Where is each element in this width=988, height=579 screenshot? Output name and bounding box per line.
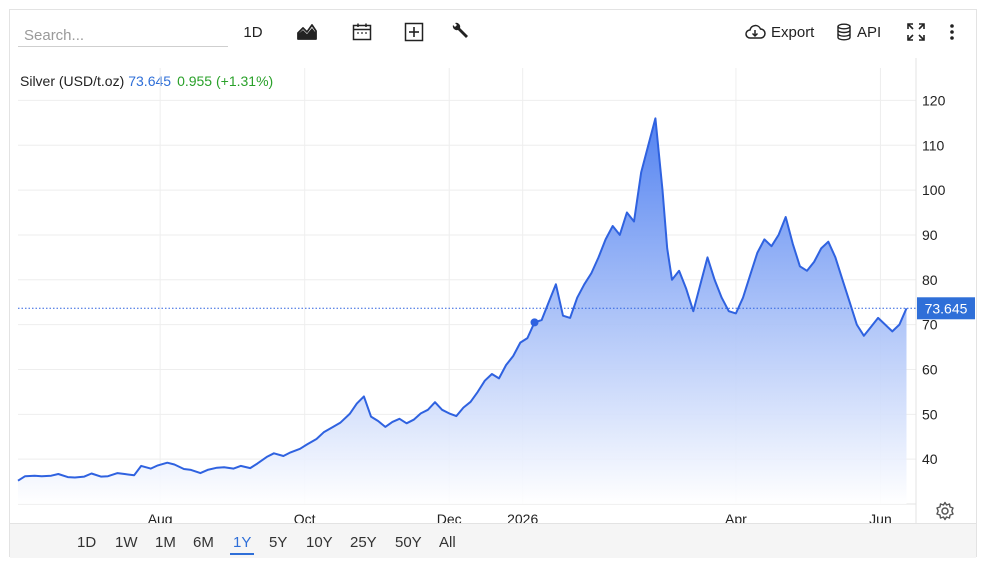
- cloud-download-icon: [745, 24, 766, 39]
- range-option-all[interactable]: All: [439, 534, 456, 551]
- y-tick-label: 100: [922, 182, 946, 198]
- chart-type-icon[interactable]: [294, 18, 320, 46]
- x-tick-label: Apr: [725, 511, 747, 523]
- range-option-10y[interactable]: 10Y: [306, 534, 333, 551]
- settings-gear-icon[interactable]: [935, 501, 955, 526]
- series-area: [18, 118, 907, 505]
- x-tick-label: Oct: [294, 511, 316, 523]
- range-option-1w[interactable]: 1W: [115, 534, 138, 551]
- y-tick-label: 120: [922, 92, 946, 108]
- y-tick-label: 70: [922, 317, 938, 333]
- range-option-1y[interactable]: 1Y: [230, 532, 255, 555]
- chart-toolbar: 1D Export API: [10, 10, 976, 58]
- chart-widget: 1D Export API Silver (USD/t.oz) 73.645 0.9…: [9, 9, 977, 558]
- range-option-1m[interactable]: 1M: [155, 534, 176, 551]
- event-marker: [530, 318, 539, 327]
- series-line: [17, 117, 908, 482]
- x-tick-label: Jun: [869, 511, 892, 523]
- y-tick-label: 60: [922, 361, 938, 377]
- more-menu-icon[interactable]: [939, 18, 965, 46]
- x-tick-label: 2026: [507, 511, 538, 523]
- export-label: Export: [771, 23, 815, 41]
- y-tick-label: 40: [922, 451, 938, 467]
- range-option-50y[interactable]: 50Y: [395, 534, 422, 551]
- y-tick-label: 50: [922, 406, 938, 422]
- y-tick-label: 80: [922, 272, 938, 288]
- y-tick-label: 110: [922, 137, 945, 153]
- database-icon: [837, 23, 851, 41]
- search-input[interactable]: [18, 24, 228, 47]
- export-button[interactable]: Export: [744, 18, 814, 46]
- series-name: Silver (USD/t.oz): [20, 73, 125, 89]
- api-label: API: [857, 23, 882, 41]
- add-indicator-icon[interactable]: [401, 18, 427, 46]
- api-button[interactable]: API: [836, 18, 881, 46]
- range-option-5y[interactable]: 5Y: [269, 534, 288, 551]
- range-selector: 1D 1W 1M 6M 1Y 5Y 10Y 25Y 50Y All: [10, 523, 976, 558]
- last-value-label: 73.645: [925, 300, 968, 316]
- interval-button[interactable]: 1D: [243, 23, 263, 41]
- range-option-1d[interactable]: 1D: [77, 534, 97, 551]
- range-option-6m[interactable]: 6M: [193, 534, 214, 551]
- calendar-icon[interactable]: [349, 18, 375, 46]
- x-tick-label: Dec: [437, 511, 462, 523]
- price-chart[interactable]: 40 50 60 70 80 90 100 110 120 Aug Oct Dec 2026 Apr Jun…: [10, 58, 976, 523]
- price-change: 0.955 (+1.31%): [177, 73, 274, 89]
- x-tick-label: Aug: [148, 511, 173, 523]
- y-tick-label: 90: [922, 227, 938, 243]
- last-value-badge: [917, 297, 975, 320]
- range-option-25y[interactable]: 25Y: [350, 534, 377, 551]
- wrench-icon[interactable]: [447, 18, 473, 46]
- fullscreen-icon[interactable]: [903, 18, 929, 46]
